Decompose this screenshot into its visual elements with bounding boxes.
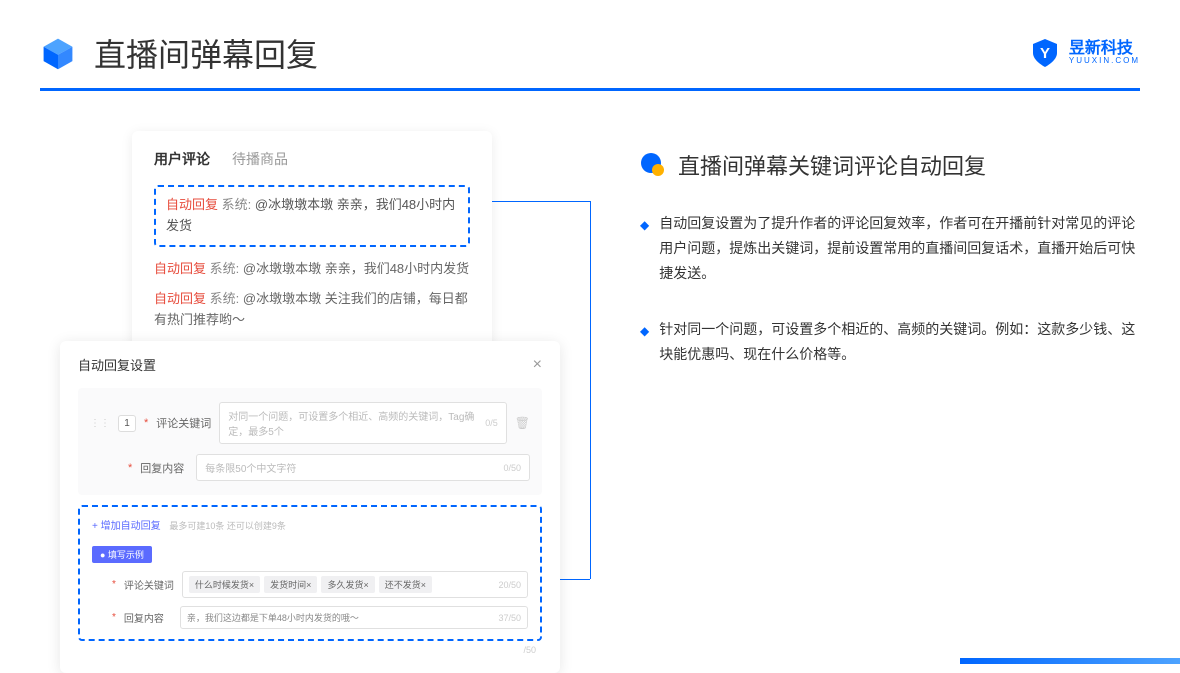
- required-dot: *: [112, 612, 116, 623]
- diamond-icon: ◆: [640, 215, 649, 287]
- section-head: 直播间弹幕关键词评论自动回复: [640, 149, 1140, 181]
- connector-line: [492, 201, 590, 202]
- header-left: 直播间弹幕回复: [40, 30, 318, 76]
- outer-count: /50: [78, 641, 542, 655]
- settings-header: 自动回复设置 ×: [78, 355, 542, 374]
- left-column: 用户评论 待播商品 自动回复 系统: @冰墩墩本墩 亲亲，我们48小时内发货 自…: [60, 131, 560, 397]
- count: 0/50: [503, 463, 521, 473]
- drag-icon[interactable]: ⋮⋮: [90, 418, 110, 429]
- add-auto-reply-link[interactable]: + 增加自动回复: [92, 517, 161, 532]
- example-reply-row: * 回复内容 亲，我们这边都是下单48小时内发货的哦～ 37/50: [92, 606, 528, 629]
- ex-kw-label: 评论关键词: [124, 577, 174, 592]
- keyword-input[interactable]: 对同一个问题，可设置多个相近、高频的关键词，Tag确定，最多5个 0/5: [219, 402, 506, 444]
- required-dot: *: [112, 579, 116, 590]
- connector-line: [590, 201, 591, 579]
- chip[interactable]: 还不发货×: [379, 576, 432, 593]
- section-title: 直播间弹幕关键词评论自动回复: [678, 149, 986, 181]
- placeholder: 对同一个问题，可设置多个相近、高频的关键词，Tag确定，最多5个: [228, 408, 485, 438]
- settings-card: 自动回复设置 × ⋮⋮ 1 * 评论关键词 对同一个问题，可设置多个相近、高频的…: [60, 341, 560, 673]
- example-badge: ● 填写示例: [92, 546, 152, 563]
- chip[interactable]: 发货时间×: [264, 576, 317, 593]
- form-area: ⋮⋮ 1 * 评论关键词 对同一个问题，可设置多个相近、高频的关键词，Tag确定…: [78, 388, 542, 495]
- form-row-keyword: ⋮⋮ 1 * 评论关键词 对同一个问题，可设置多个相近、高频的关键词，Tag确定…: [90, 402, 530, 444]
- count: 20/50: [498, 580, 521, 590]
- logo: Y 昱新科技 YUUXIN.COM: [1029, 37, 1140, 69]
- bottom-accent: [960, 658, 1180, 664]
- logo-en: YUUXIN.COM: [1069, 57, 1140, 65]
- bullet-icon: [640, 152, 666, 178]
- close-icon[interactable]: ×: [533, 356, 542, 374]
- ex-keyword-input[interactable]: 什么时候发货× 发货时间× 多久发货× 还不发货× 20/50: [182, 571, 528, 598]
- bullet-point: ◆ 针对同一个问题，可设置多个相近的、高频的关键词。例如：这款多少钱、这块能优惠…: [640, 317, 1140, 367]
- comment-card: 用户评论 待播商品 自动回复 系统: @冰墩墩本墩 亲亲，我们48小时内发货 自…: [132, 131, 492, 359]
- tab-user-comments[interactable]: 用户评论: [154, 149, 210, 169]
- count: 0/5: [485, 418, 498, 428]
- ex-reply-label: 回复内容: [124, 610, 172, 625]
- count: 37/50: [498, 613, 521, 623]
- point-text: 针对同一个问题，可设置多个相近的、高频的关键词。例如：这款多少钱、这块能优惠吗、…: [659, 317, 1140, 367]
- sys-label: 系统:: [210, 291, 240, 306]
- content: 用户评论 待播商品 自动回复 系统: @冰墩墩本墩 亲亲，我们48小时内发货 自…: [0, 91, 1180, 397]
- settings-title: 自动回复设置: [78, 355, 156, 374]
- chip[interactable]: 多久发货×: [321, 576, 374, 593]
- reply-input[interactable]: 每条限50个中文字符 0/50: [196, 454, 530, 481]
- bullet-point: ◆ 自动回复设置为了提升作者的评论回复效率，作者可在开播前针对常见的评论用户问题…: [640, 211, 1140, 287]
- chips: 什么时候发货× 发货时间× 多久发货× 还不发货×: [189, 576, 432, 593]
- form-row-reply: * 回复内容 每条限50个中文字符 0/50: [90, 454, 530, 481]
- example-box: + 增加自动回复 最多可建10条 还可以创建9条 ● 填写示例 * 评论关键词 …: [78, 505, 542, 641]
- example-keyword-row: * 评论关键词 什么时候发货× 发货时间× 多久发货× 还不发货× 20/50: [92, 571, 528, 598]
- comment-text: @冰墩墩本墩 亲亲，我们48小时内发货: [243, 261, 469, 276]
- logo-cn: 昱新科技: [1069, 41, 1140, 57]
- index-box: 1: [118, 415, 136, 432]
- delete-icon[interactable]: 🗑: [515, 416, 530, 430]
- placeholder: 每条限50个中文字符: [205, 460, 296, 475]
- auto-reply-tag: 自动回复: [154, 261, 206, 276]
- svg-text:Y: Y: [1040, 45, 1050, 62]
- page-title: 直播间弹幕回复: [94, 30, 318, 76]
- auto-reply-tag: 自动回复: [154, 291, 206, 306]
- diamond-icon: ◆: [640, 321, 649, 367]
- header: 直播间弹幕回复 Y 昱新科技 YUUXIN.COM: [0, 0, 1180, 76]
- tabs: 用户评论 待播商品: [154, 149, 470, 169]
- cube-icon: [40, 35, 76, 71]
- logo-shield-icon: Y: [1029, 37, 1061, 69]
- sys-label: 系统:: [222, 197, 252, 212]
- sys-label: 系统:: [210, 261, 240, 276]
- point-text: 自动回复设置为了提升作者的评论回复效率，作者可在开播前针对常见的评论用户问题，提…: [659, 211, 1140, 287]
- right-column: 直播间弹幕关键词评论自动回复 ◆ 自动回复设置为了提升作者的评论回复效率，作者可…: [640, 131, 1140, 397]
- required-dot: *: [128, 462, 132, 474]
- ex-reply-input[interactable]: 亲，我们这边都是下单48小时内发货的哦～ 37/50: [180, 606, 528, 629]
- label-keyword: 评论关键词: [156, 415, 211, 431]
- auto-reply-tag: 自动回复: [166, 197, 218, 212]
- ex-reply-text: 亲，我们这边都是下单48小时内发货的哦～: [187, 611, 359, 624]
- highlighted-comment: 自动回复 系统: @冰墩墩本墩 亲亲，我们48小时内发货: [154, 185, 470, 247]
- comment-row: 自动回复 系统: @冰墩墩本墩 关注我们的店铺，每日都有热门推荐哟～: [154, 289, 470, 331]
- connector-line: [560, 579, 590, 580]
- add-hint: 最多可建10条 还可以创建9条: [169, 521, 286, 531]
- required-dot: *: [144, 417, 148, 429]
- comment-row: 自动回复 系统: @冰墩墩本墩 亲亲，我们48小时内发货: [154, 259, 470, 280]
- logo-text: 昱新科技 YUUXIN.COM: [1069, 41, 1140, 65]
- chip[interactable]: 什么时候发货×: [189, 576, 260, 593]
- tab-pending-goods[interactable]: 待播商品: [232, 149, 288, 169]
- label-reply: 回复内容: [140, 460, 188, 476]
